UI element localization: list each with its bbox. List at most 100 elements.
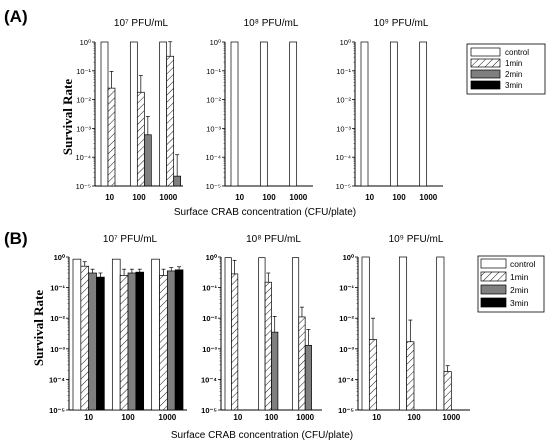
bar-p1-s2-100-control (398, 256, 408, 411)
y-tick-label-p1-s1-3: 10⁻³ (202, 345, 217, 354)
legend-b-swatch-1min (480, 271, 507, 282)
y-tick-label-p0-s0-5: 10⁻⁵ (76, 182, 91, 191)
legend-b-swatch-3min (480, 297, 507, 308)
y-tick-label-p0-s1-2: 10⁻² (206, 96, 221, 105)
y-tick-label-p1-s2-2: 10⁻² (339, 314, 354, 323)
y-tick-label-p1-s1-2: 10⁻² (202, 314, 217, 323)
bar-p1-s2-1000-control (436, 256, 445, 411)
panel-label-b: (B) (4, 229, 28, 248)
bar-p1-s2-100-1min (406, 341, 415, 411)
legend-a-swatch-1min (470, 58, 501, 68)
legend-b-swatch-2min (480, 284, 507, 295)
xlabel-a: Surface CRAB concentration (CFU/plate) (174, 207, 356, 218)
panel-label-a: (A) (4, 7, 28, 26)
y-tick-label-p1-s1-5: 10⁻⁵ (201, 406, 217, 415)
legend-a: control 1min 2min 3min (466, 43, 546, 95)
subplot-title-p1-s2: 10⁹ PFU/mL (389, 234, 444, 245)
y-tick-label-p1-s0-4: 10⁻⁴ (49, 375, 65, 384)
bar-p0-s2-1000-control (419, 41, 428, 187)
bar-p0-s0-100-1min (136, 91, 145, 187)
bar-p1-s1-10-control (224, 257, 232, 411)
ylabel-b: Survival Rate (31, 290, 46, 366)
y-tick-label-p0-s0-0: 10⁰ (80, 38, 91, 47)
y-tick-label-p0-s1-5: 10⁻⁵ (206, 182, 221, 191)
bar-p1-s1-10-1min (231, 273, 239, 411)
y-tick-label-p0-s1-1: 10⁻¹ (206, 67, 221, 76)
bar-p1-s1-100-control (258, 257, 266, 411)
x-tick-label-p0-s0-10: 10 (105, 193, 114, 202)
x-tick-label-p1-s1-10: 10 (233, 413, 242, 422)
bar-p1-s0-100-1min (119, 275, 129, 411)
x-tick-label-p0-s1-10: 10 (235, 193, 244, 202)
legend-b: control 1min 2min 3min (477, 255, 545, 313)
ylabel-a: Survival Rate (60, 79, 75, 155)
legend-b-swatch-control (480, 258, 507, 269)
legend-a-label-1min: 1min (505, 59, 522, 68)
x-tick-label-p1-s0-100: 100 (121, 413, 135, 422)
plots-layer: 10⁷ PFU/mL 10⁰ 10⁻¹ 10⁻² 10⁻³ 10⁻⁴ 10⁻⁵ 10 100 10… (49, 18, 470, 422)
bar-p1-s1-100-2min (271, 331, 279, 411)
bar-p1-s2-10-1min (368, 339, 378, 411)
bar-p0-s0-1000-2min (173, 175, 182, 187)
subplot-title-p1-s0: 10⁷ PFU/mL (103, 234, 158, 245)
x-tick-label-p0-s1-1000: 1000 (289, 193, 307, 202)
y-tick-label-p0-s2-4: 10⁻⁴ (335, 153, 351, 162)
y-tick-label-p0-s2-5: 10⁻⁵ (336, 182, 351, 191)
y-tick-label-p1-s0-0: 10⁰ (54, 253, 66, 262)
bar-p0-s0-1000-1min (166, 55, 175, 187)
bar-p1-s0-10-2min (88, 272, 97, 411)
x-tick-label-p0-s0-1000: 1000 (159, 193, 177, 202)
bar-p0-s1-100-control (259, 41, 268, 187)
xlabel-b: Surface CRAB concentration (CFU/plate) (171, 430, 353, 441)
bar-p1-s2-10-control (361, 256, 370, 411)
bar-p1-s0-10-3min (96, 276, 105, 411)
y-tick-label-p0-s2-2: 10⁻² (336, 96, 351, 105)
x-tick-label-p1-s2-1000: 1000 (442, 413, 460, 422)
bar-p1-s0-100-3min (135, 271, 145, 411)
bar-p1-s0-100-control (111, 258, 121, 411)
y-tick-label-p0-s0-3: 10⁻³ (76, 124, 91, 133)
bar-p1-s0-1000-3min (174, 269, 184, 411)
legend-a-label-control: control (505, 48, 529, 57)
bar-p0-s2-10-control (360, 41, 369, 187)
legend-b-label-2min: 2min (510, 285, 529, 295)
legend-b-label-control: control (510, 259, 536, 269)
bar-p1-s0-10-control (72, 258, 82, 411)
bar-p1-s1-1000-1min (298, 316, 306, 411)
bar-p0-s1-10-control (230, 41, 239, 187)
bar-p1-s1-100-1min (264, 281, 272, 411)
y-tick-label-p0-s0-2: 10⁻² (76, 96, 91, 105)
legend-a-swatch-control (470, 47, 501, 57)
bar-p0-s2-100-control (389, 41, 398, 187)
y-tick-label-p0-s2-3: 10⁻³ (336, 124, 351, 133)
bar-p1-s0-1000-control (151, 258, 160, 411)
legend-a-swatch-3min (470, 80, 501, 90)
y-tick-label-p0-s1-3: 10⁻³ (206, 124, 221, 133)
y-tick-label-p1-s1-4: 10⁻⁴ (201, 375, 217, 384)
x-tick-label-p1-s2-10: 10 (372, 413, 381, 422)
subplot-title-p1-s1: 10⁸ PFU/mL (246, 234, 301, 245)
y-tick-label-p1-s2-1: 10⁻¹ (339, 284, 354, 293)
y-tick-label-p1-s0-2: 10⁻² (50, 314, 65, 323)
bar-p1-s0-1000-1min (159, 275, 168, 411)
y-tick-label-p0-s2-0: 10⁰ (340, 38, 351, 47)
y-tick-label-p0-s2-1: 10⁻¹ (336, 67, 351, 76)
y-tick-label-p1-s2-0: 10⁰ (343, 253, 355, 262)
subplot-title-p0-s2: 10⁹ PFU/mL (374, 18, 429, 29)
y-tick-label-p1-s0-5: 10⁻⁵ (49, 406, 65, 415)
bar-p1-s0-10-1min (80, 265, 90, 411)
legend-b-label-1min: 1min (510, 272, 529, 282)
y-tick-label-p1-s2-5: 10⁻⁵ (338, 406, 354, 415)
bar-p1-s1-1000-control (291, 257, 300, 411)
bar-p1-s0-100-2min (127, 272, 137, 411)
y-tick-label-p1-s0-1: 10⁻¹ (50, 284, 65, 293)
bar-p1-s2-1000-1min (443, 371, 452, 411)
x-tick-label-p0-s2-100: 100 (392, 193, 406, 202)
x-tick-label-p0-s1-100: 100 (262, 193, 276, 202)
bar-p1-s1-1000-2min (304, 344, 312, 411)
bar-p0-s0-1000-control (159, 41, 168, 187)
y-tick-label-p0-s1-0: 10⁰ (210, 38, 221, 47)
x-tick-label-p1-s0-10: 10 (84, 413, 93, 422)
x-tick-label-p0-s2-10: 10 (365, 193, 374, 202)
x-tick-label-p0-s2-1000: 1000 (419, 193, 437, 202)
